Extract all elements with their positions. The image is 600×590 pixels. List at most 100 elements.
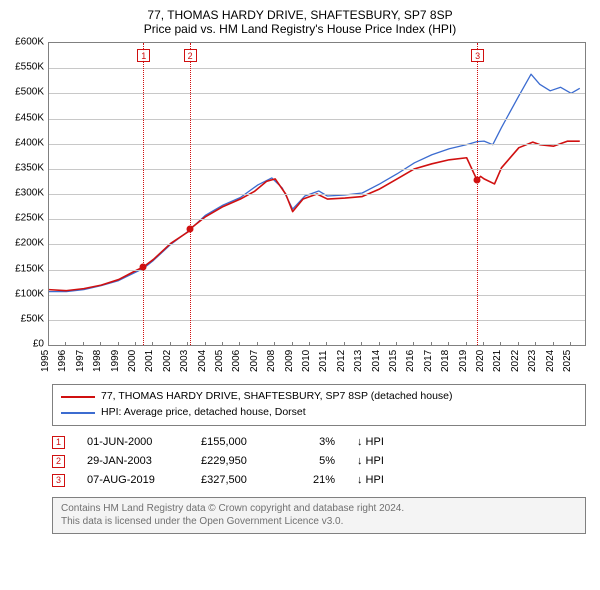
legend-swatch (61, 396, 95, 398)
x-tick-label: 2025 (562, 350, 573, 372)
x-tick-label: 2000 (127, 350, 138, 372)
y-tick-label: £550K (10, 62, 44, 73)
sale-marker-badge: 3 (471, 49, 484, 62)
footer-line2: This data is licensed under the Open Gov… (61, 515, 577, 529)
x-tick (135, 342, 136, 346)
series-hpi (49, 74, 580, 291)
y-tick-label: £150K (10, 263, 44, 274)
sales-table: 101-JUN-2000£155,0003%↓ HPI229-JAN-2003£… (52, 436, 586, 487)
x-tick (222, 342, 223, 346)
sale-price: £229,950 (201, 455, 273, 467)
x-tick (309, 342, 310, 346)
y-gridline (49, 244, 585, 245)
sale-delta: 5% (295, 455, 335, 467)
sale-marker-badge: 2 (184, 49, 197, 62)
x-tick-label: 1996 (57, 350, 68, 372)
x-tick-label: 2011 (318, 350, 329, 372)
x-tick-label: 2010 (301, 350, 312, 372)
sale-row: 101-JUN-2000£155,0003%↓ HPI (52, 436, 586, 449)
legend-item-property: 77, THOMAS HARDY DRIVE, SHAFTESBURY, SP7… (61, 389, 577, 405)
sale-marker-point (186, 226, 193, 233)
x-tick-label: 2019 (458, 350, 469, 372)
y-tick-label: £300K (10, 188, 44, 199)
sale-arrow-icon: ↓ HPI (357, 474, 384, 486)
x-tick (239, 342, 240, 346)
x-tick-label: 2009 (284, 350, 295, 372)
x-tick (553, 342, 554, 346)
y-gridline (49, 119, 585, 120)
x-tick-label: 2004 (197, 350, 208, 372)
y-gridline (49, 320, 585, 321)
legend: 77, THOMAS HARDY DRIVE, SHAFTESBURY, SP7… (52, 384, 586, 426)
sale-marker-point (140, 263, 147, 270)
x-tick-label: 2008 (266, 350, 277, 372)
x-tick (500, 342, 501, 346)
x-axis-labels: 1995199619971998199920002001200220032004… (48, 346, 586, 372)
x-tick-label: 2013 (353, 350, 364, 372)
y-tick-label: £350K (10, 162, 44, 173)
x-tick (431, 342, 432, 346)
x-tick (361, 342, 362, 346)
legend-label: HPI: Average price, detached house, Dors… (101, 405, 306, 421)
x-tick (65, 342, 66, 346)
footer-line1: Contains HM Land Registry data © Crown c… (61, 502, 577, 516)
x-tick-label: 2003 (179, 350, 190, 372)
x-tick-label: 2016 (405, 350, 416, 372)
sale-marker-line (477, 43, 478, 345)
y-tick-label: £600K (10, 37, 44, 48)
x-tick (170, 342, 171, 346)
x-tick (483, 342, 484, 346)
x-tick (466, 342, 467, 346)
x-tick (274, 342, 275, 346)
sale-row: 307-AUG-2019£327,50021%↓ HPI (52, 474, 586, 487)
x-tick (326, 342, 327, 346)
x-tick (100, 342, 101, 346)
sale-arrow-icon: ↓ HPI (357, 436, 384, 448)
x-tick (118, 342, 119, 346)
y-gridline (49, 270, 585, 271)
sale-marker-badge: 1 (137, 49, 150, 62)
chart: 123 199519961997199819992000200120022003… (48, 42, 586, 372)
sale-marker-point (474, 177, 481, 184)
x-tick-label: 2021 (492, 350, 503, 372)
legend-label: 77, THOMAS HARDY DRIVE, SHAFTESBURY, SP7… (101, 389, 453, 405)
sale-delta: 21% (295, 474, 335, 486)
y-gridline (49, 93, 585, 94)
x-tick-label: 2020 (475, 350, 486, 372)
x-tick-label: 1997 (75, 350, 86, 372)
y-tick-label: £50K (10, 313, 44, 324)
sale-price: £155,000 (201, 436, 273, 448)
y-tick-label: £0 (10, 339, 44, 350)
sale-price: £327,500 (201, 474, 273, 486)
x-tick-label: 2002 (162, 350, 173, 372)
x-tick (83, 342, 84, 346)
y-gridline (49, 295, 585, 296)
x-tick-label: 2014 (371, 350, 382, 372)
x-tick (257, 342, 258, 346)
sale-arrow-icon: ↓ HPI (357, 455, 384, 467)
x-tick (448, 342, 449, 346)
sale-row-badge: 3 (52, 474, 65, 487)
y-gridline (49, 144, 585, 145)
title-subtitle: Price paid vs. HM Land Registry's House … (10, 22, 590, 36)
sale-row-badge: 2 (52, 455, 65, 468)
sale-delta: 3% (295, 436, 335, 448)
x-tick-label: 1995 (40, 350, 51, 372)
x-tick-label: 2007 (249, 350, 260, 372)
x-tick-label: 2006 (231, 350, 242, 372)
x-tick (344, 342, 345, 346)
x-tick-label: 2022 (510, 350, 521, 372)
y-tick-label: £250K (10, 213, 44, 224)
y-gridline (49, 169, 585, 170)
x-tick (187, 342, 188, 346)
x-tick (413, 342, 414, 346)
y-gridline (49, 219, 585, 220)
x-tick-label: 2015 (388, 350, 399, 372)
sale-date: 29-JAN-2003 (87, 455, 179, 467)
x-tick-label: 2018 (440, 350, 451, 372)
sale-marker-line (190, 43, 191, 345)
y-gridline (49, 194, 585, 195)
x-tick (570, 342, 571, 346)
x-tick (205, 342, 206, 346)
y-tick-label: £100K (10, 288, 44, 299)
